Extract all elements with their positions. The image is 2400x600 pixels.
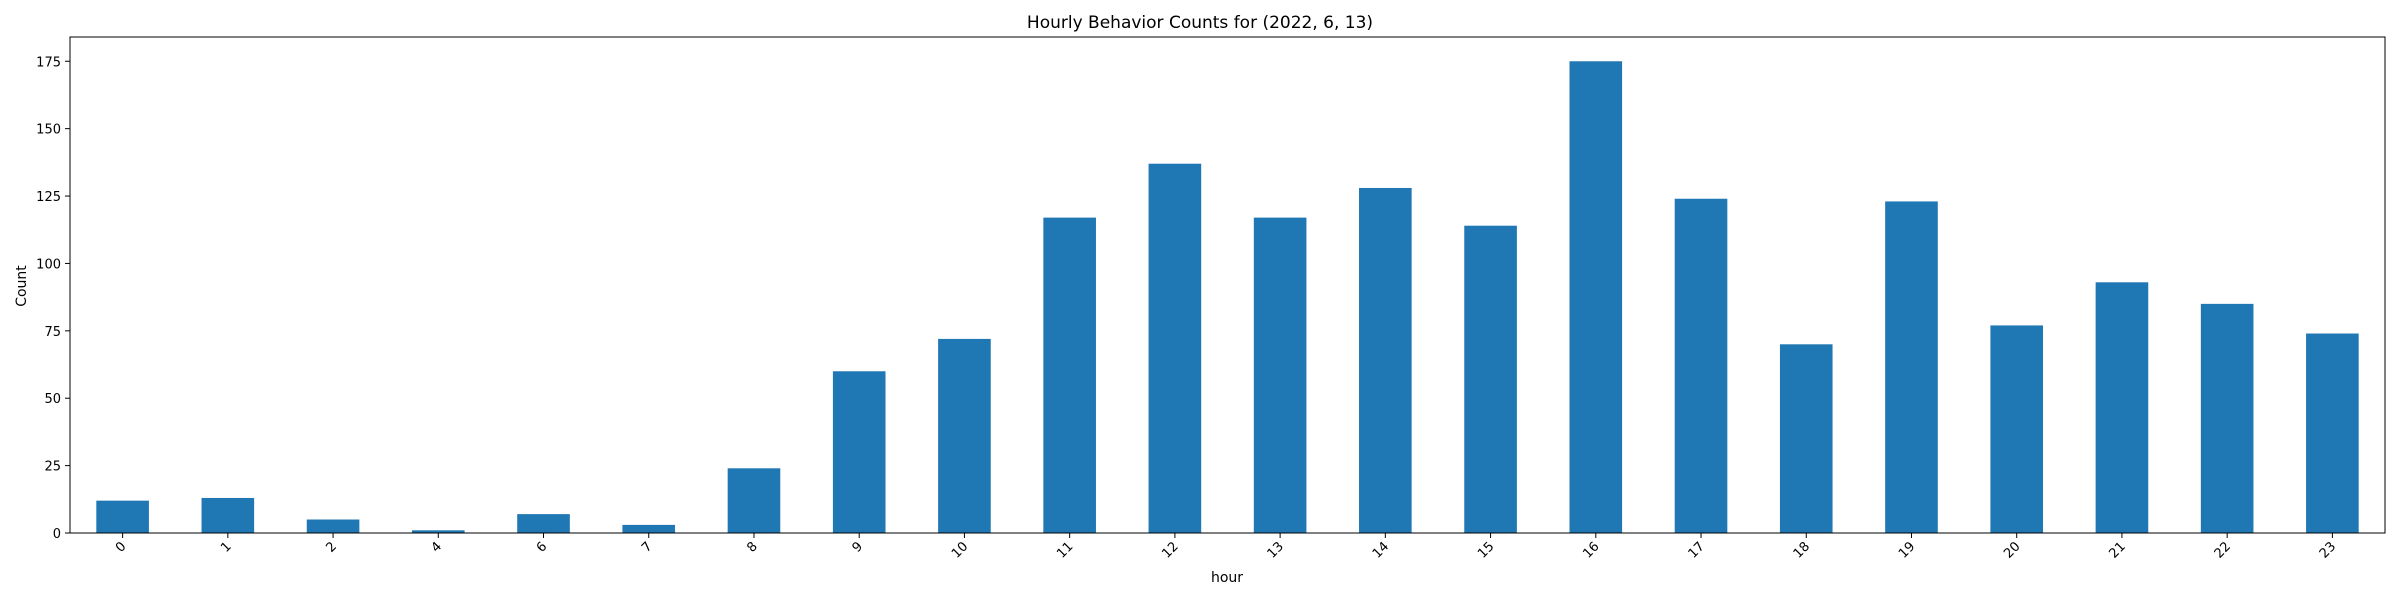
bar-hour-21 — [2095, 282, 2149, 533]
bar-hour-2 — [306, 519, 360, 533]
bar-hour-7 — [622, 524, 676, 533]
y-axis-ticks: 0 25 50 75 100 125 150 175 — [36, 55, 70, 542]
y-tick-label: 25 — [44, 460, 61, 475]
x-axis-label: hour — [1211, 570, 1243, 586]
x-tick-label: 21 — [2106, 539, 2128, 561]
bars — [96, 61, 2359, 534]
x-tick-label: 22 — [2212, 539, 2234, 561]
x-tick-label: 18 — [1791, 539, 1813, 561]
x-tick-label: 8 — [744, 539, 760, 555]
x-tick-label: 15 — [1475, 539, 1497, 561]
bar-hour-0 — [96, 500, 149, 533]
bar-hour-8 — [727, 468, 781, 533]
x-axis-ticks: 0 1 2 4 6 7 8 9 10 11 12 13 14 15 16 17 18 19 20 21 22 23 — [113, 533, 2339, 562]
x-tick-label: 13 — [1265, 539, 1287, 561]
y-tick-label: 75 — [44, 325, 61, 340]
chart-title: Hourly Behavior Counts for (2022, 6, 13) — [1027, 13, 1373, 33]
bar-hour-17 — [1674, 198, 1728, 534]
x-tick-label: 14 — [1370, 539, 1392, 561]
bar-hour-10 — [938, 338, 991, 533]
bar-hour-22 — [2200, 303, 2254, 533]
bar-hour-1 — [201, 497, 255, 533]
y-tick-label: 50 — [44, 392, 61, 407]
bar-hour-4 — [411, 530, 465, 533]
bar-hour-13 — [1253, 217, 1307, 534]
bar-hour-20 — [1990, 325, 2044, 533]
bar-hour-6 — [517, 514, 570, 533]
y-tick-label: 150 — [36, 123, 61, 138]
x-tick-label: 11 — [1054, 539, 1076, 561]
y-tick-label: 175 — [36, 55, 61, 70]
x-tick-label: 23 — [2317, 539, 2339, 561]
bar-hour-11 — [1043, 217, 1096, 534]
x-tick-label: 4 — [429, 539, 445, 555]
x-tick-label: 7 — [639, 539, 655, 555]
bar-hour-12 — [1148, 163, 1202, 533]
x-tick-label: 9 — [850, 539, 866, 555]
x-tick-label: 0 — [113, 539, 129, 555]
y-tick-label: 0 — [53, 527, 61, 542]
bar-hour-15 — [1464, 225, 1517, 533]
bar-hour-9 — [832, 371, 886, 533]
y-tick-label: 125 — [36, 190, 61, 205]
x-tick-label: 2 — [323, 539, 339, 555]
plot-frame — [69, 36, 2386, 534]
x-tick-label: 20 — [2001, 539, 2023, 561]
y-axis-label: Count — [14, 265, 30, 307]
bar-hour-14 — [1359, 187, 1412, 533]
bar-hour-16 — [1569, 61, 1623, 533]
x-tick-label: 6 — [534, 539, 550, 555]
bar-hour-23 — [2306, 333, 2359, 533]
x-tick-label: 19 — [1896, 539, 1918, 561]
x-tick-label: 1 — [218, 539, 234, 555]
bar-hour-18 — [1779, 344, 1833, 533]
bar-hour-19 — [1885, 201, 1938, 533]
y-tick-label: 100 — [36, 257, 61, 272]
x-tick-label: 12 — [1159, 539, 1181, 561]
x-tick-label: 10 — [949, 539, 971, 561]
x-tick-label: 16 — [1580, 539, 1602, 561]
x-tick-label: 17 — [1686, 539, 1708, 561]
